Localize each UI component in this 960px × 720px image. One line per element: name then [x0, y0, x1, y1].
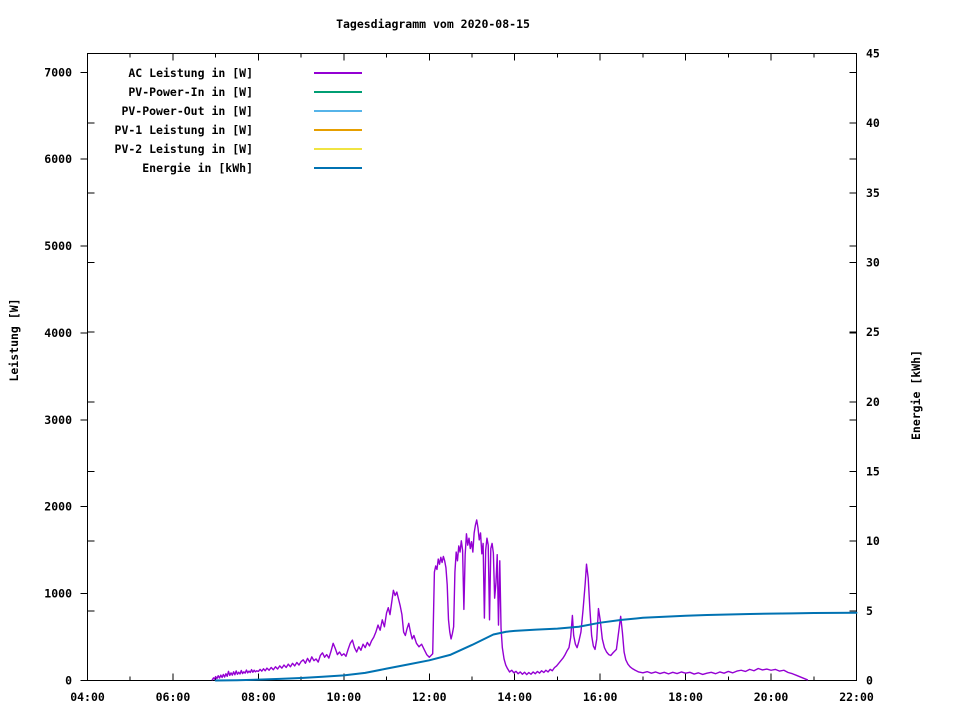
legend-item: AC Leistung in [W]	[0, 63, 362, 82]
chart-legend: AC Leistung in [W] PV-Power-In in [W] PV-P…	[0, 63, 362, 177]
legend-item: PV-Power-Out in [W]	[0, 101, 362, 120]
legend-line-sample	[314, 71, 362, 74]
y-right-tick-label: 10	[866, 534, 880, 548]
x-axis-tick-labels: 04:00 06:00 08:00 10:00 12:00 14:00 16:00 18:00…	[70, 690, 874, 704]
y-right-tick-label: 0	[866, 674, 873, 688]
y-right-tick-label: 20	[866, 395, 880, 409]
x-tick-label: 12:00	[412, 690, 447, 704]
legend-item: PV-Power-In in [W]	[0, 82, 362, 101]
legend-line-sample	[314, 166, 362, 169]
x-tick-label: 16:00	[583, 690, 618, 704]
legend-item: PV-1 Leistung in [W]	[0, 120, 362, 139]
x-tick-label: 08:00	[241, 690, 276, 704]
y-axis-tick-labels: 0 1000 2000 3000 4000 5000 6000 7000 0 5 10 15 20 25 3…	[44, 47, 880, 688]
x-tick-label: 20:00	[754, 690, 789, 704]
y-left-tick-label: 5000	[44, 239, 72, 253]
x-tick-label: 10:00	[327, 690, 362, 704]
legend-item: PV-2 Leistung in [W]	[0, 139, 362, 158]
y-left-tick-label: 1000	[44, 587, 72, 601]
legend-line-sample	[314, 109, 362, 112]
y-left-tick-label: 7000	[44, 65, 72, 79]
y-right-tick-label: 35	[866, 186, 880, 200]
legend-line-sample	[314, 147, 362, 150]
legend-line-sample	[314, 90, 362, 93]
y-left-tick-label: 2000	[44, 500, 72, 514]
y-left-tick-label: 6000	[44, 152, 72, 166]
x-tick-label: 04:00	[70, 690, 105, 704]
x-tick-label: 06:00	[156, 690, 191, 704]
legend-label: AC Leistung in [W]	[128, 65, 253, 80]
x-tick-label: 14:00	[497, 690, 532, 704]
y-right-tick-label: 5	[866, 604, 873, 618]
legend-label: Energie in [kWh]	[142, 160, 253, 175]
y-left-tick-label: 0	[65, 674, 72, 688]
legend-item: Energie in [kWh]	[0, 158, 362, 177]
y-right-tick-label: 25	[866, 325, 880, 339]
x-tick-label: 22:00	[839, 690, 874, 704]
x-tick-label: 18:00	[668, 690, 703, 704]
legend-label: PV-2 Leistung in [W]	[114, 141, 253, 156]
y-left-tick-label: 4000	[44, 326, 72, 340]
y-right-tick-label: 30	[866, 256, 880, 270]
y-axis-ticks	[80, 53, 857, 681]
y-left-tick-label: 3000	[44, 413, 72, 427]
y-right-tick-label: 15	[866, 465, 880, 479]
y-right-tick-label: 45	[866, 47, 880, 61]
legend-label: PV-1 Leistung in [W]	[114, 122, 253, 137]
legend-line-sample	[314, 128, 362, 131]
legend-label: PV-Power-Out in [W]	[121, 103, 253, 118]
series-line-0	[211, 519, 809, 681]
chart-title: Tagesdiagramm vom 2020-08-15	[336, 17, 530, 31]
legend-label: PV-Power-In in [W]	[128, 84, 253, 99]
y-right-tick-label: 40	[866, 116, 880, 130]
series-line-5	[214, 611, 858, 682]
